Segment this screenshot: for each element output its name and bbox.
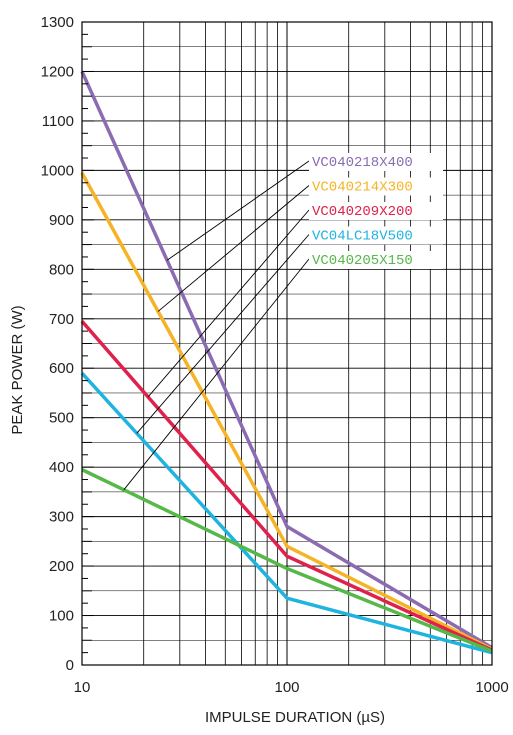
y-tick-label: 600 [49,360,74,377]
y-tick-label: 1100 [42,113,74,130]
legend-label: VC04LC18V500 [312,229,413,245]
legend-label: VC040218X400 [312,155,413,171]
legend-label: VC040214X300 [312,180,413,196]
axes: 0 100 200 300 400 500 600 700 800 900 1000 1100 1200… [41,14,509,696]
legend-label-bg [309,202,443,220]
legend-leader-line [123,258,310,491]
legend-label-bg [309,226,443,245]
legend-leader-line [157,185,310,312]
legend-label: VC040209X200 [312,204,413,220]
y-tick-label: 100 [49,608,74,625]
legend-label: VC040205X150 [312,253,413,269]
y-tick-label: 0 [66,657,74,674]
y-tick-label: 800 [49,261,74,278]
series-line [81,468,493,653]
y-tick-label: 1000 [41,162,74,179]
legend-label-bg [309,177,443,196]
series-line [80,172,493,651]
y-tick-label: 1200 [41,63,74,80]
series-line [80,371,493,655]
y-tick-label: 400 [49,459,74,476]
series-line [80,70,493,650]
x-tick-label: 1000 [475,679,508,696]
y-tick-label: 300 [49,509,74,526]
x-tick-label: 10 [74,679,91,696]
y-tick-label: 900 [49,212,74,229]
y-tick-label: 700 [49,311,74,328]
y-axis-title: PEAK POWER (W) [9,305,26,434]
grid [81,21,493,666]
legend-label-bg [309,153,443,171]
legend-label-bg [309,251,443,269]
y-tick-label: 200 [49,558,74,575]
legend-leader-lines [123,160,310,491]
y-tick-label: 1300 [41,14,74,31]
legend-leader-line [166,160,310,261]
x-tick-label: 100 [274,679,299,696]
series-lines [80,70,493,655]
y-tick-label: 500 [49,410,74,427]
series-line [80,320,493,652]
x-axis-title: IMPULSE DURATION (µS) [205,709,385,726]
legend: VC040218X400 VC040214X300 VC040209X200 VC04… [309,153,443,269]
legend-leader-line [136,234,310,434]
legend-leader-line [147,209,310,398]
plot-frame [81,21,493,666]
